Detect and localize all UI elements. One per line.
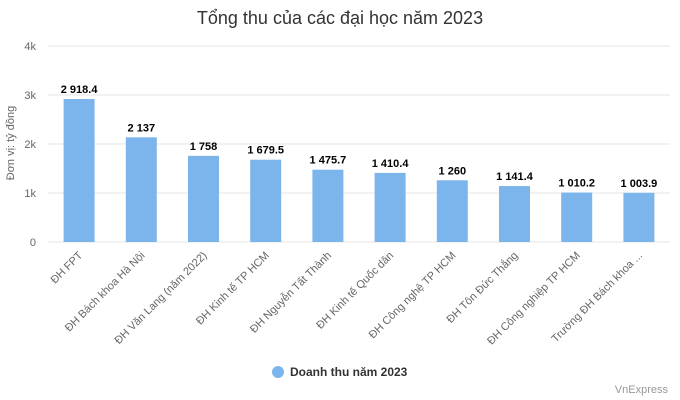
legend[interactable]: Doanh thu năm 2023 xyxy=(272,365,408,379)
bar-value-label: 1 758 xyxy=(190,141,218,153)
x-tick-label: ĐH FPT xyxy=(49,249,86,286)
bar[interactable] xyxy=(63,98,95,242)
bar[interactable] xyxy=(499,186,530,242)
bar-value-label: 1 141.4 xyxy=(496,171,534,183)
bar[interactable] xyxy=(312,169,344,242)
bar-value-label: 1 475.7 xyxy=(310,155,347,167)
bar[interactable] xyxy=(188,155,219,242)
legend-item-label[interactable]: Doanh thu năm 2023 xyxy=(290,365,408,379)
bar[interactable] xyxy=(374,172,406,242)
bar[interactable] xyxy=(623,192,655,242)
bar-value-label: 2 918.4 xyxy=(61,84,99,96)
y-axis-label: Đơn vị: tỷ đồng xyxy=(5,106,17,180)
bar-value-label: 2 137 xyxy=(128,122,156,134)
chart-title: Tổng thu của các đại học năm 2023 xyxy=(197,8,483,28)
y-tick-label: 4k xyxy=(24,41,36,53)
bar-value-label: 1 410.4 xyxy=(372,158,410,170)
credit-text: VnExpress xyxy=(615,384,669,396)
y-tick-label: 0 xyxy=(30,237,36,249)
bar-value-label: 1 010.2 xyxy=(558,178,595,190)
y-tick-label: 1k xyxy=(24,188,36,200)
bar[interactable] xyxy=(436,180,468,242)
bar[interactable] xyxy=(125,137,157,242)
bar-value-label: 1 260 xyxy=(439,165,467,177)
bar-value-label: 1 679.5 xyxy=(247,145,284,157)
y-tick-label: 2k xyxy=(24,139,36,151)
bar[interactable] xyxy=(561,192,593,242)
bar[interactable] xyxy=(250,159,282,242)
y-tick-label: 3k xyxy=(24,90,36,102)
legend-marker xyxy=(272,366,284,378)
bar-value-label: 1 003.9 xyxy=(621,178,658,190)
